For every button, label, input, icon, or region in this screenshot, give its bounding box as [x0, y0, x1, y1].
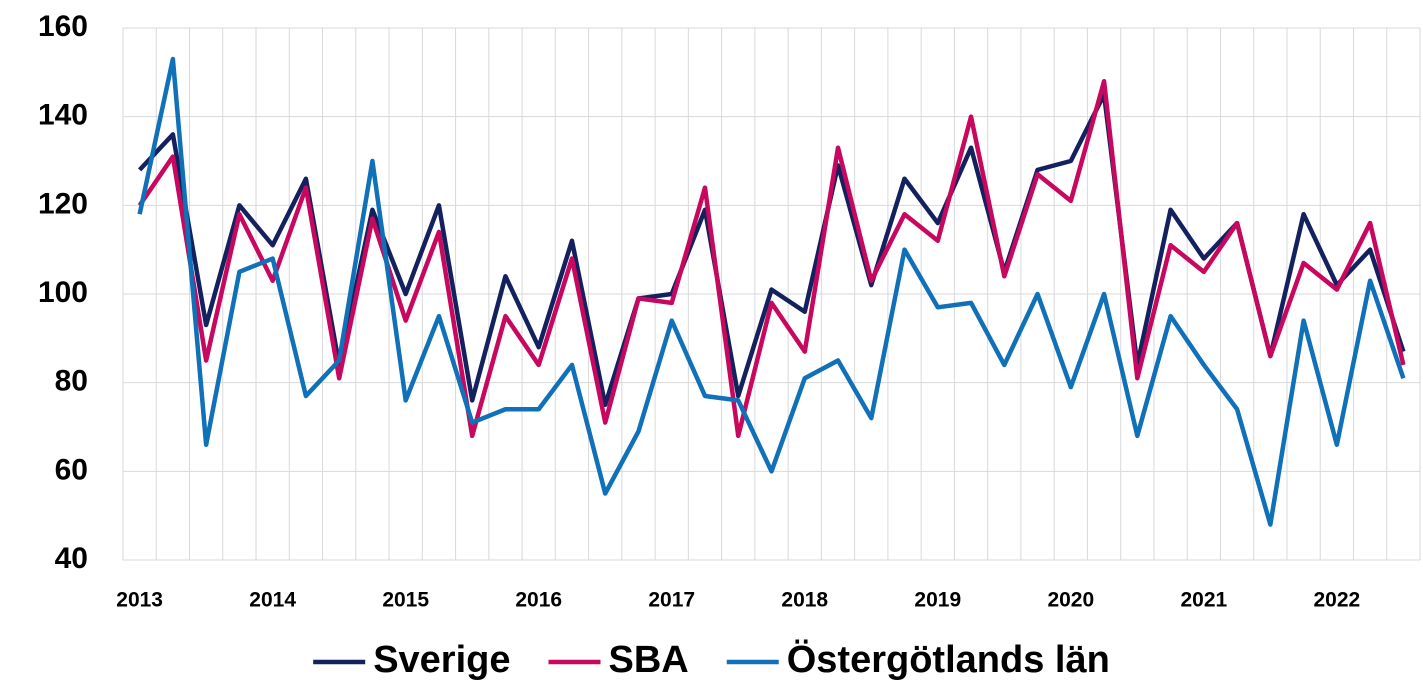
line-series — [137, 56, 1406, 527]
x-tick-label: 2016 — [515, 589, 562, 612]
x-tick-label: 2017 — [648, 589, 695, 612]
y-tick-label: 160 — [38, 10, 88, 43]
x-tick-label: 2015 — [382, 589, 429, 612]
x-tick-label: 2013 — [116, 589, 163, 612]
x-tick-label: 2021 — [1180, 589, 1227, 612]
x-tick-label: 2018 — [781, 589, 828, 612]
x-tick-label: 2022 — [1313, 589, 1360, 612]
y-tick-label: 120 — [38, 187, 88, 220]
x-tick-label: 2019 — [914, 589, 961, 612]
y-tick-label: 80 — [55, 365, 88, 398]
line-series — [137, 92, 1406, 408]
x-tick-label: 2020 — [1047, 589, 1094, 612]
y-tick-label: 40 — [55, 542, 88, 575]
legend-label: Sverige — [373, 639, 510, 681]
y-tick-label: 100 — [38, 276, 88, 309]
legend-label: SBA — [609, 639, 689, 681]
x-tick-label: 2014 — [249, 589, 296, 612]
y-tick-label: 60 — [55, 453, 88, 486]
y-tick-label: 140 — [38, 99, 88, 132]
legend-label: Östergötlands län — [787, 638, 1110, 681]
line-series — [137, 78, 1406, 439]
